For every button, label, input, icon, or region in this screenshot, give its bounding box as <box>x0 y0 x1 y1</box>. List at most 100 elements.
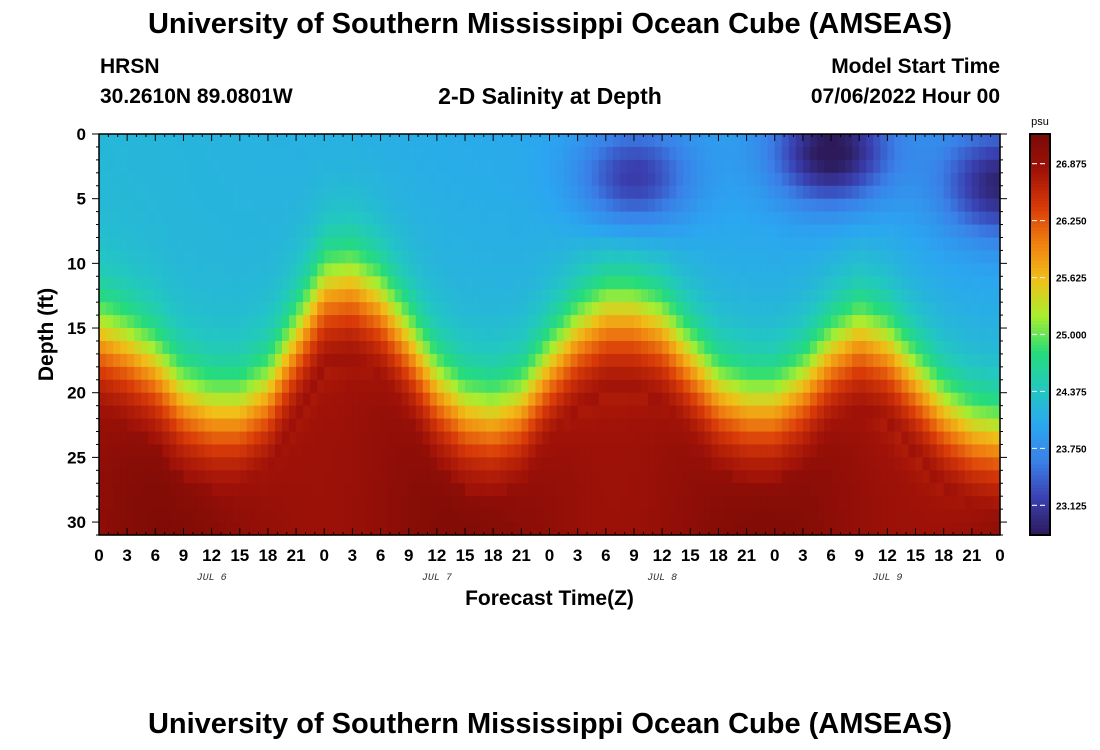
heatmap-cell <box>774 146 783 161</box>
heatmap-cell <box>465 405 473 420</box>
heatmap-cell <box>655 509 663 523</box>
heatmap-cell <box>619 276 628 290</box>
heatmap-cell <box>176 302 185 316</box>
heatmap-cell <box>605 457 614 471</box>
heatmap-cell <box>802 276 811 290</box>
heatmap-cell <box>964 470 973 484</box>
heatmap-cell <box>662 509 670 523</box>
heatmap-cell <box>838 366 846 381</box>
heatmap-cell <box>859 509 867 523</box>
heatmap-cell <box>253 509 262 523</box>
heatmap-cell <box>809 483 818 497</box>
heatmap-cell <box>584 418 593 433</box>
heatmap-cell <box>732 185 741 200</box>
heatmap-cell <box>267 237 276 252</box>
heatmap-cell <box>845 250 853 264</box>
heatmap-cell <box>683 444 691 458</box>
heatmap-cell <box>873 522 881 536</box>
heatmap-cell <box>479 392 487 407</box>
heatmap-cell <box>753 146 762 161</box>
heatmap-cell <box>472 483 480 497</box>
heatmap-cell <box>267 340 276 355</box>
heatmap-cell <box>563 340 572 355</box>
heatmap-cell <box>915 289 924 303</box>
heatmap-cell <box>366 353 375 368</box>
heatmap-cell <box>866 418 874 433</box>
heatmap-cell <box>274 522 283 536</box>
heatmap-cell <box>465 211 473 226</box>
heatmap-cell <box>725 418 734 433</box>
heatmap-cell <box>781 392 790 407</box>
heatmap-cell <box>880 211 888 226</box>
heatmap-cell <box>598 328 607 342</box>
heatmap-cell <box>774 302 783 316</box>
heatmap-cell <box>908 340 917 355</box>
heatmap-cell <box>443 224 452 239</box>
heatmap-cell <box>260 509 269 523</box>
heatmap-cell <box>633 353 642 368</box>
heatmap-cell <box>802 522 811 536</box>
model-start-label: Model Start Time <box>831 55 1000 78</box>
heatmap-cell <box>289 289 297 303</box>
heatmap-cell <box>901 509 910 523</box>
heatmap-cell <box>774 405 783 420</box>
heatmap-cell <box>183 392 192 407</box>
heatmap-cell <box>436 237 445 252</box>
heatmap-cell <box>190 509 199 523</box>
heatmap-cell <box>570 172 579 187</box>
heatmap-cell <box>669 496 677 510</box>
heatmap-cell <box>148 146 156 161</box>
heatmap-cell <box>169 328 178 342</box>
colorbar-segment <box>1030 204 1050 209</box>
heatmap-cell <box>296 509 304 523</box>
heatmap-cell <box>901 353 910 368</box>
heatmap-cell <box>641 198 649 213</box>
heatmap-cell <box>443 457 452 471</box>
colorbar-segment <box>1030 177 1050 182</box>
heatmap-cell <box>964 379 973 394</box>
colorbar-segment <box>1030 444 1050 449</box>
heatmap-cell <box>732 159 741 174</box>
heatmap-cell <box>556 392 565 407</box>
heatmap-cell <box>831 134 839 148</box>
heatmap-cell <box>894 366 903 381</box>
heatmap-cell <box>324 276 332 290</box>
heatmap-cell <box>838 172 846 187</box>
heatmap-cell <box>802 340 811 355</box>
heatmap-cell <box>964 444 973 458</box>
heatmap-cell <box>211 224 220 239</box>
heatmap-cell <box>619 379 628 394</box>
heatmap-cell <box>141 483 149 497</box>
heatmap-cell <box>296 172 304 187</box>
heatmap-cell <box>422 379 431 394</box>
heatmap-cell <box>183 353 192 368</box>
heatmap-cell <box>253 483 262 497</box>
heatmap-cell <box>225 353 234 368</box>
heatmap-cell <box>127 431 135 446</box>
heatmap-cell <box>915 340 924 355</box>
heatmap-cell <box>239 366 248 381</box>
heatmap-cell <box>845 185 853 200</box>
heatmap-cell <box>725 211 734 226</box>
heatmap-cell <box>816 483 825 497</box>
heatmap-cell <box>880 134 888 148</box>
heatmap-cell <box>204 405 213 420</box>
heatmap-cell <box>676 302 684 316</box>
heatmap-cell <box>936 418 945 433</box>
heatmap-cell <box>218 302 227 316</box>
heatmap-cell <box>718 224 727 239</box>
heatmap-cell <box>486 250 494 264</box>
heatmap-cell <box>176 134 185 148</box>
heatmap-cell <box>521 172 529 187</box>
heatmap-cell <box>211 431 220 446</box>
heatmap-cell <box>253 263 262 277</box>
heatmap-cell <box>345 444 354 458</box>
heatmap-cell <box>605 379 614 394</box>
heatmap-cell <box>725 340 734 355</box>
heatmap-cell <box>641 134 649 148</box>
heatmap-cell <box>246 237 255 252</box>
heatmap-cell <box>880 431 888 446</box>
heatmap-cell <box>246 444 255 458</box>
heatmap-cell <box>936 353 945 368</box>
heatmap-cell <box>514 134 522 148</box>
